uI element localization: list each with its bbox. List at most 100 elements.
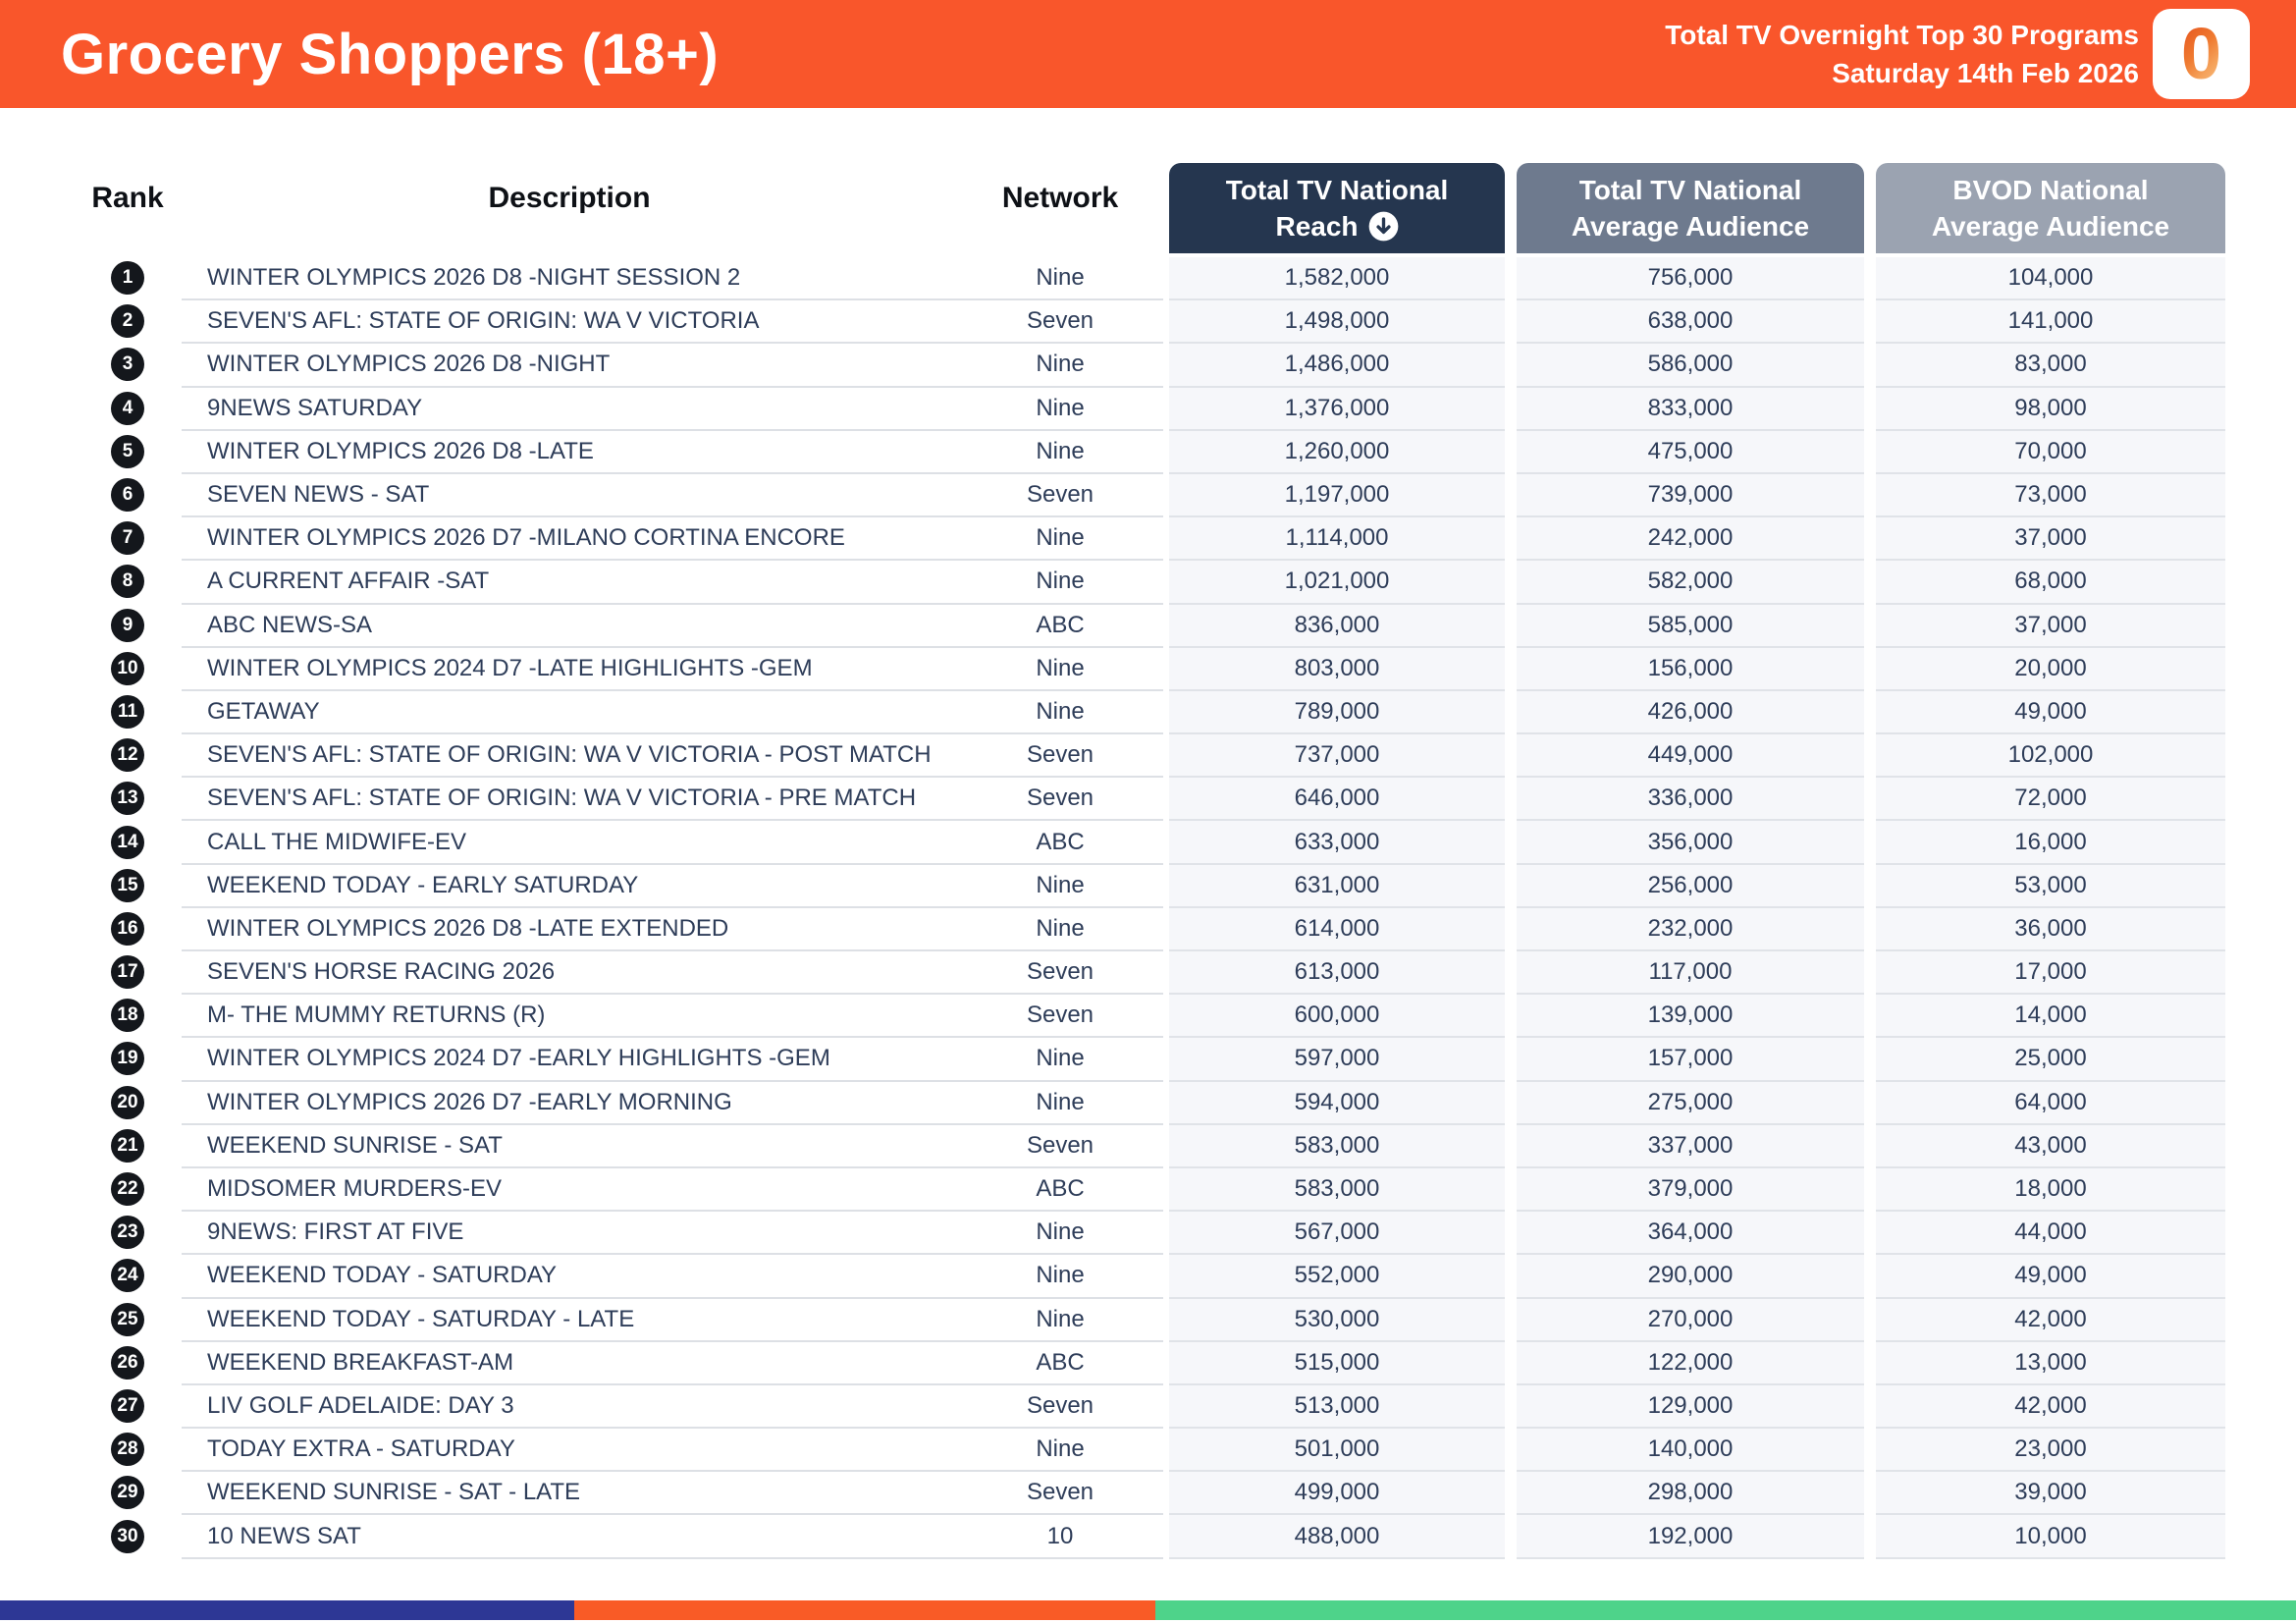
table-row: 11 GETAWAY Nine 789,000 426,000 49,000 bbox=[74, 690, 2231, 735]
description-cell: WINTER OLYMPICS 2026 D8 -NIGHT SESSION 2 bbox=[182, 257, 957, 301]
sort-descending-icon[interactable] bbox=[1368, 211, 1399, 242]
bvod-audience-cell: 20,000 bbox=[1876, 647, 2225, 691]
reach-cell: 737,000 bbox=[1169, 734, 1505, 779]
reach-cell: 515,000 bbox=[1169, 1341, 1505, 1385]
description-cell: 9NEWS: FIRST AT FIVE bbox=[182, 1212, 957, 1256]
description-cell: SEVEN'S HORSE RACING 2026 bbox=[182, 951, 957, 996]
rank-badge: 4 bbox=[111, 391, 144, 425]
rank-cell: 22 bbox=[74, 1168, 182, 1212]
network-cell: Seven bbox=[957, 300, 1163, 345]
reach-cell: 583,000 bbox=[1169, 1167, 1505, 1213]
network-cell: Nine bbox=[957, 1299, 1163, 1342]
rank-badge: 7 bbox=[111, 521, 144, 556]
reach-cell: 1,582,000 bbox=[1169, 257, 1505, 301]
bvod-audience-cell: 42,000 bbox=[1876, 1384, 2225, 1430]
description-cell: GETAWAY bbox=[182, 691, 957, 735]
rank-badge: 29 bbox=[111, 1476, 144, 1510]
column-header-description: Description bbox=[488, 181, 651, 214]
description-cell: WINTER OLYMPICS 2024 D7 -EARLY HIGHLIGHT… bbox=[182, 1038, 957, 1082]
network-cell: ABC bbox=[957, 605, 1163, 648]
table-row: 13 SEVEN'S AFL: STATE OF ORIGIN: WA V VI… bbox=[74, 778, 2231, 822]
bvod-audience-cell: 64,000 bbox=[1876, 1081, 2225, 1125]
bvod-header-line1: BVOD National bbox=[1952, 175, 2149, 205]
network-cell: Nine bbox=[957, 561, 1163, 605]
network-cell: Nine bbox=[957, 1429, 1163, 1473]
network-cell: Nine bbox=[957, 388, 1163, 431]
reach-cell: 803,000 bbox=[1169, 647, 1505, 691]
rank-cell: 25 bbox=[74, 1299, 182, 1342]
rank-badge: 25 bbox=[111, 1302, 144, 1336]
avg-header-line1: Total TV National bbox=[1578, 175, 1802, 205]
average-audience-cell: 139,000 bbox=[1517, 995, 1864, 1039]
average-audience-cell: 232,000 bbox=[1517, 907, 1864, 951]
column-header-total-tv-reach[interactable]: Total TV National Reach bbox=[1169, 163, 1505, 253]
rank-badge: 12 bbox=[111, 738, 144, 773]
average-audience-cell: 192,000 bbox=[1517, 1515, 1864, 1559]
rank-badge: 13 bbox=[111, 782, 144, 816]
bvod-audience-cell: 10,000 bbox=[1876, 1515, 2225, 1559]
rank-cell: 26 bbox=[74, 1342, 182, 1385]
description-cell: WINTER OLYMPICS 2026 D8 -LATE EXTENDED bbox=[182, 908, 957, 951]
reach-cell: 614,000 bbox=[1169, 907, 1505, 951]
rank-badge: 6 bbox=[111, 478, 144, 513]
reach-cell: 836,000 bbox=[1169, 604, 1505, 648]
rank-cell: 2 bbox=[74, 300, 182, 344]
reach-cell: 633,000 bbox=[1169, 821, 1505, 865]
banner: Grocery Shoppers (18+) Total TV Overnigh… bbox=[0, 0, 2296, 108]
average-audience-cell: 356,000 bbox=[1517, 821, 1864, 865]
average-audience-cell: 449,000 bbox=[1517, 734, 1864, 779]
bvod-audience-cell: 141,000 bbox=[1876, 300, 2225, 345]
rank-cell: 7 bbox=[74, 517, 182, 561]
reach-cell: 789,000 bbox=[1169, 690, 1505, 735]
network-cell: Seven bbox=[957, 995, 1163, 1039]
table-row: 20 WINTER OLYMPICS 2026 D7 -EARLY MORNIN… bbox=[74, 1081, 2231, 1125]
column-header-total-tv-average[interactable]: Total TV National Average Audience bbox=[1517, 163, 1864, 253]
description-cell: A CURRENT AFFAIR -SAT bbox=[182, 561, 957, 605]
reach-cell: 488,000 bbox=[1169, 1515, 1505, 1559]
reach-cell: 600,000 bbox=[1169, 995, 1505, 1039]
rank-cell: 8 bbox=[74, 561, 182, 604]
table-row: 17 SEVEN'S HORSE RACING 2026 Seven 613,0… bbox=[74, 951, 2231, 996]
reach-cell: 530,000 bbox=[1169, 1298, 1505, 1342]
network-cell: ABC bbox=[957, 1168, 1163, 1213]
rank-cell: 12 bbox=[74, 734, 182, 778]
average-audience-cell: 270,000 bbox=[1517, 1298, 1864, 1342]
description-cell: 9NEWS SATURDAY bbox=[182, 388, 957, 431]
network-cell: 10 bbox=[957, 1515, 1163, 1559]
column-header-rank: Rank bbox=[91, 181, 164, 214]
rank-cell: 21 bbox=[74, 1125, 182, 1168]
network-cell: Seven bbox=[957, 474, 1163, 518]
rank-badge: 27 bbox=[111, 1388, 144, 1423]
network-cell: Nine bbox=[957, 1038, 1163, 1082]
reach-cell: 1,021,000 bbox=[1169, 561, 1505, 605]
average-audience-cell: 582,000 bbox=[1517, 561, 1864, 605]
bvod-header-line2: Average Audience bbox=[1931, 211, 2170, 242]
description-cell: LIV GOLF ADELAIDE: DAY 3 bbox=[182, 1385, 957, 1430]
description-cell: WINTER OLYMPICS 2026 D7 -EARLY MORNING bbox=[182, 1082, 957, 1125]
reach-header-line1: Total TV National bbox=[1225, 175, 1449, 205]
table-row: 26 WEEKEND BREAKFAST-AM ABC 515,000 122,… bbox=[74, 1341, 2231, 1385]
reach-cell: 501,000 bbox=[1169, 1429, 1505, 1473]
average-audience-cell: 256,000 bbox=[1517, 864, 1864, 908]
rank-cell: 6 bbox=[74, 474, 182, 517]
table-row: 21 WEEKEND SUNRISE - SAT Seven 583,000 3… bbox=[74, 1124, 2231, 1168]
network-cell: Nine bbox=[957, 908, 1163, 951]
table-row: 19 WINTER OLYMPICS 2024 D7 -EARLY HIGHLI… bbox=[74, 1038, 2231, 1082]
oztam-logo: 0 bbox=[2153, 9, 2250, 99]
description-cell: WINTER OLYMPICS 2026 D8 -NIGHT bbox=[182, 344, 957, 388]
description-cell: WEEKEND SUNRISE - SAT - LATE bbox=[182, 1472, 957, 1516]
rank-cell: 24 bbox=[74, 1255, 182, 1298]
network-cell: ABC bbox=[957, 821, 1163, 865]
reach-cell: 1,114,000 bbox=[1169, 517, 1505, 562]
rank-badge: 9 bbox=[111, 608, 144, 642]
bvod-audience-cell: 53,000 bbox=[1876, 864, 2225, 908]
reach-cell: 567,000 bbox=[1169, 1212, 1505, 1256]
network-cell: Nine bbox=[957, 1082, 1163, 1125]
network-cell: Nine bbox=[957, 517, 1163, 562]
description-cell: WEEKEND TODAY - SATURDAY bbox=[182, 1255, 957, 1299]
network-cell: Nine bbox=[957, 431, 1163, 474]
table-body: 1 WINTER OLYMPICS 2026 D8 -NIGHT SESSION… bbox=[74, 257, 2231, 1559]
column-header-bvod-average[interactable]: BVOD National Average Audience bbox=[1876, 163, 2225, 253]
rank-cell: 14 bbox=[74, 821, 182, 864]
